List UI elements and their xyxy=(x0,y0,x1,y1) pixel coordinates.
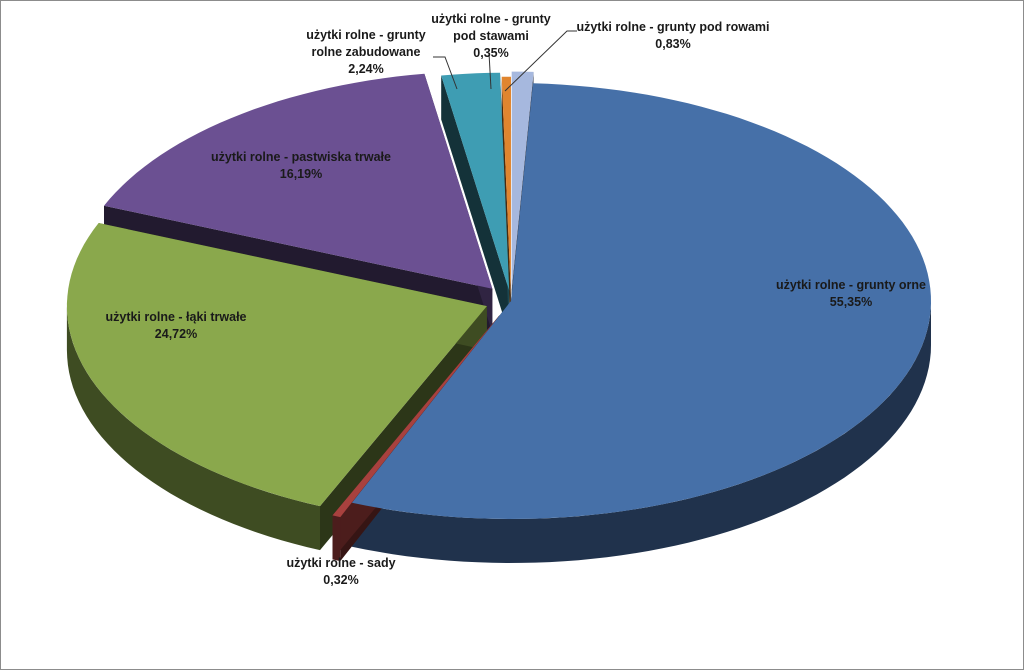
pie-slice-4 xyxy=(441,72,510,291)
data-label-category: użytki rolne - grunty pod rowami xyxy=(576,20,769,34)
data-label-value: 0,32% xyxy=(323,573,358,587)
slice-outer-wall-0 xyxy=(351,301,931,563)
pie-slice-2 xyxy=(66,223,487,507)
data-label-2: użytki rolne - łąki trwałe 24,72% xyxy=(105,310,246,341)
data-label-category: użytki rolne - łąki trwałe xyxy=(105,310,246,324)
data-label-5: użytki rolne - grunty pod stawami 0,35% xyxy=(431,12,551,60)
data-label-value: 24,72% xyxy=(155,327,197,341)
pie-slice-5 xyxy=(501,76,511,295)
data-label-category: użytki rolne - sady xyxy=(286,556,395,570)
slice-wall-4 xyxy=(441,75,510,335)
data-label-category: użytki rolne - grunty orne xyxy=(776,278,926,292)
data-label-category: użytki rolne - grunty xyxy=(306,28,426,42)
data-label-value: 0,83% xyxy=(655,37,690,51)
pie-slice-0 xyxy=(351,83,931,520)
pie-slice-1 xyxy=(332,315,500,518)
data-label-category: użytki rolne - grunty xyxy=(431,12,551,26)
data-label-0: użytki rolne - grunty orne 55,35% xyxy=(776,278,926,309)
pie-slice-3 xyxy=(104,73,493,289)
data-label-category: pod stawami xyxy=(453,29,529,43)
data-label-1: użytki rolne - sady 0,32% xyxy=(286,556,395,587)
data-label-category: rolne zabudowane xyxy=(311,45,420,59)
data-label-value: 55,35% xyxy=(830,295,872,309)
pie-slice-6 xyxy=(511,71,534,290)
slice-outer-wall-2 xyxy=(66,306,321,551)
slice-wall-5 xyxy=(501,76,511,339)
leader-line-5 xyxy=(488,52,492,90)
data-label-category: użytki rolne - pastwiska trwałe xyxy=(211,150,391,164)
slice-outer-wall-1 xyxy=(332,515,341,562)
data-label-value: 0,35% xyxy=(473,46,508,60)
data-label-6: użytki rolne - grunty pod rowami 0,83% xyxy=(576,20,769,51)
leader-line-4 xyxy=(433,56,458,90)
data-label-value: 2,24% xyxy=(348,62,383,76)
leader-line-6 xyxy=(504,30,577,92)
data-label-value: 16,19% xyxy=(280,167,322,181)
data-label-4: użytki rolne - grunty rolne zabudowane 2,2… xyxy=(306,28,426,76)
data-label-3: użytki rolne - pastwiska trwałe 16,19% xyxy=(211,150,391,181)
